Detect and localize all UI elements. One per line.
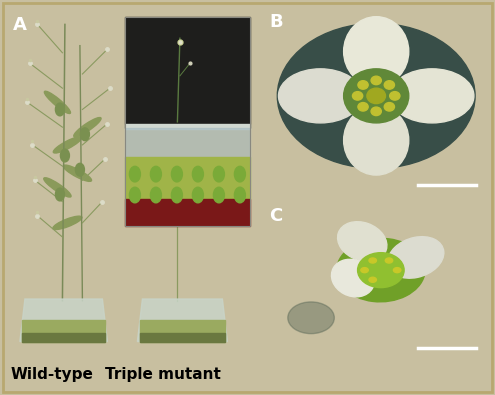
Circle shape [352,92,363,100]
Text: A: A [12,15,26,34]
Circle shape [288,302,334,334]
Circle shape [213,166,224,182]
Circle shape [344,69,409,123]
Ellipse shape [44,178,71,197]
Circle shape [55,188,64,201]
Polygon shape [138,299,227,342]
Circle shape [129,187,141,203]
Polygon shape [20,299,107,342]
Text: B: B [269,13,283,31]
Bar [22,320,105,342]
Circle shape [150,187,161,203]
Text: Wild-type: Wild-type [10,367,93,382]
Text: C: C [269,207,283,225]
Circle shape [369,258,376,263]
Ellipse shape [277,23,475,168]
Ellipse shape [390,69,474,123]
Ellipse shape [53,216,82,229]
Circle shape [171,166,182,182]
Circle shape [193,166,203,182]
Bar [125,157,250,199]
Circle shape [371,76,381,85]
Bar [125,17,250,128]
Circle shape [150,166,161,182]
Ellipse shape [344,17,409,86]
Ellipse shape [337,239,425,302]
Bar [140,333,225,342]
Circle shape [390,92,400,100]
Ellipse shape [279,69,362,123]
Bar [22,333,105,342]
Circle shape [213,187,224,203]
Text: Triple mutant: Triple mutant [105,367,221,382]
Bar [125,17,250,226]
Ellipse shape [338,222,387,261]
Circle shape [361,267,368,273]
Circle shape [369,277,376,282]
Circle shape [60,149,69,162]
Circle shape [385,258,393,263]
Circle shape [235,166,246,182]
Ellipse shape [45,91,70,113]
Circle shape [235,187,246,203]
Bar [140,320,225,342]
Ellipse shape [74,118,101,137]
Ellipse shape [332,259,374,297]
Circle shape [367,88,386,103]
Circle shape [171,187,182,203]
Ellipse shape [63,165,92,181]
Ellipse shape [53,137,82,153]
Ellipse shape [357,253,404,288]
Circle shape [358,81,368,89]
Circle shape [384,81,395,89]
Circle shape [75,163,85,176]
Circle shape [193,187,203,203]
Ellipse shape [344,105,409,175]
Circle shape [384,103,395,111]
Bar [125,124,250,129]
Circle shape [55,103,64,116]
Circle shape [358,103,368,111]
Bar [125,199,250,226]
Bar [125,128,250,184]
Circle shape [80,128,90,141]
Circle shape [371,107,381,116]
Ellipse shape [388,237,444,278]
Circle shape [394,267,401,273]
Circle shape [129,166,141,182]
